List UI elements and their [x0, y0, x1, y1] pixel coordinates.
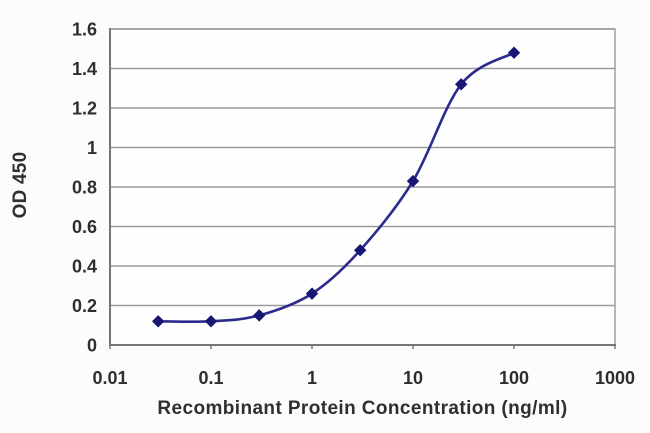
y-tick-label: 0.6 — [72, 217, 97, 237]
x-tick-label: 1 — [307, 368, 317, 388]
data-point-marker — [305, 287, 319, 300]
x-tick-label: 0.1 — [198, 368, 223, 388]
data-line — [156, 51, 516, 324]
y-tick-label: 1.4 — [72, 59, 97, 79]
data-point-marker — [252, 309, 266, 322]
y-tick-label: 0.8 — [72, 178, 97, 198]
y-axis-title: OD 450 — [10, 151, 31, 219]
y-tick-label: 0 — [87, 336, 97, 356]
data-point-marker — [151, 315, 165, 328]
x-tick-label: 0.01 — [92, 368, 127, 388]
y-tick-label: 1.6 — [72, 20, 97, 40]
data-point-marker — [406, 174, 420, 188]
y-tick-label: 0.4 — [72, 257, 97, 277]
x-tick-label: 100 — [499, 368, 529, 388]
data-point-marker — [454, 78, 468, 91]
y-tick-label: 0.2 — [72, 296, 97, 316]
y-tick-label: 1 — [87, 138, 97, 158]
data-point-marker — [204, 315, 218, 328]
x-tick-label: 10 — [403, 368, 423, 388]
data-point-marker — [507, 46, 521, 59]
x-tick-label: 1000 — [595, 368, 635, 388]
data-point-marker — [353, 243, 367, 257]
x-axis-title: Recombinant Protein Concentration (ng/ml… — [157, 398, 568, 419]
y-tick-label: 1.2 — [72, 99, 97, 119]
